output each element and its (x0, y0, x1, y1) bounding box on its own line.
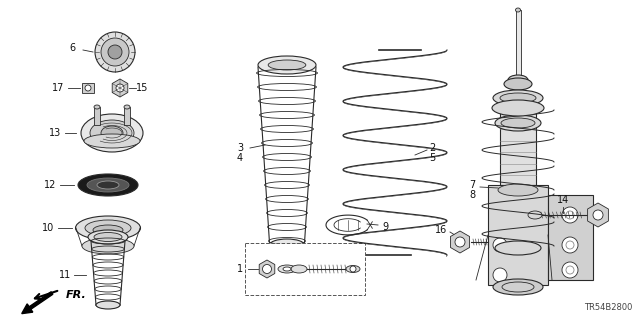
Circle shape (85, 85, 91, 91)
Text: 14: 14 (557, 195, 569, 205)
Text: 17: 17 (52, 83, 64, 93)
Circle shape (493, 268, 507, 282)
Ellipse shape (76, 216, 141, 240)
Text: 6: 6 (69, 43, 75, 53)
Text: 16: 16 (435, 225, 447, 235)
Ellipse shape (508, 75, 528, 85)
Text: 1: 1 (237, 264, 243, 274)
Circle shape (566, 241, 574, 249)
Polygon shape (112, 79, 128, 97)
Ellipse shape (82, 238, 134, 254)
Circle shape (95, 32, 135, 72)
Circle shape (262, 264, 271, 273)
Ellipse shape (501, 118, 535, 128)
Ellipse shape (493, 279, 543, 295)
Bar (548, 195, 593, 280)
Circle shape (455, 237, 465, 247)
Circle shape (566, 211, 574, 219)
Text: 4: 4 (237, 153, 243, 163)
Text: 7: 7 (469, 180, 475, 190)
Text: 9: 9 (382, 222, 388, 232)
Bar (245, 243, 365, 295)
Circle shape (108, 45, 122, 59)
Text: 10: 10 (42, 223, 54, 233)
Ellipse shape (495, 115, 541, 131)
Ellipse shape (84, 134, 140, 148)
Ellipse shape (493, 90, 543, 106)
Text: 11: 11 (59, 270, 71, 280)
Ellipse shape (94, 105, 100, 109)
Ellipse shape (258, 56, 316, 74)
Circle shape (566, 266, 574, 274)
Ellipse shape (278, 265, 296, 273)
Ellipse shape (346, 265, 360, 272)
Ellipse shape (97, 181, 119, 189)
FancyArrow shape (22, 292, 53, 314)
Ellipse shape (291, 265, 307, 273)
Bar (94, 107, 100, 125)
Ellipse shape (283, 267, 291, 271)
Text: FR.: FR. (66, 290, 87, 300)
Ellipse shape (515, 8, 520, 12)
Ellipse shape (269, 239, 305, 251)
Text: 2: 2 (429, 143, 435, 153)
Text: 12: 12 (44, 180, 56, 190)
Text: 8: 8 (469, 190, 475, 200)
Ellipse shape (124, 105, 130, 109)
Text: 3: 3 (237, 143, 243, 153)
Polygon shape (588, 203, 609, 227)
Circle shape (350, 266, 356, 272)
Ellipse shape (504, 78, 532, 90)
Ellipse shape (101, 126, 123, 140)
Bar (488, 185, 548, 285)
Ellipse shape (87, 178, 129, 192)
Ellipse shape (495, 241, 541, 255)
Circle shape (493, 238, 507, 252)
Circle shape (562, 237, 578, 253)
Circle shape (101, 38, 129, 66)
Ellipse shape (498, 184, 538, 196)
Bar (124, 107, 130, 125)
Ellipse shape (268, 60, 306, 70)
Circle shape (562, 207, 578, 223)
Ellipse shape (78, 174, 138, 196)
Polygon shape (451, 231, 470, 253)
Text: 15: 15 (136, 83, 148, 93)
Circle shape (562, 262, 578, 278)
Circle shape (593, 210, 603, 220)
Ellipse shape (93, 225, 123, 235)
Bar (82, 83, 94, 93)
Polygon shape (259, 260, 275, 278)
Ellipse shape (90, 120, 134, 146)
Ellipse shape (528, 211, 542, 219)
Ellipse shape (81, 114, 143, 152)
Bar (516, 10, 521, 80)
Ellipse shape (500, 93, 536, 103)
Ellipse shape (96, 301, 120, 309)
Ellipse shape (502, 282, 534, 292)
Ellipse shape (88, 230, 128, 244)
Text: 13: 13 (49, 128, 61, 138)
Bar (500, 108, 536, 185)
Ellipse shape (492, 100, 544, 116)
Ellipse shape (94, 233, 122, 241)
Text: TR54B2800: TR54B2800 (584, 303, 632, 312)
Text: 5: 5 (429, 153, 435, 163)
Circle shape (116, 84, 124, 92)
Ellipse shape (85, 220, 131, 236)
